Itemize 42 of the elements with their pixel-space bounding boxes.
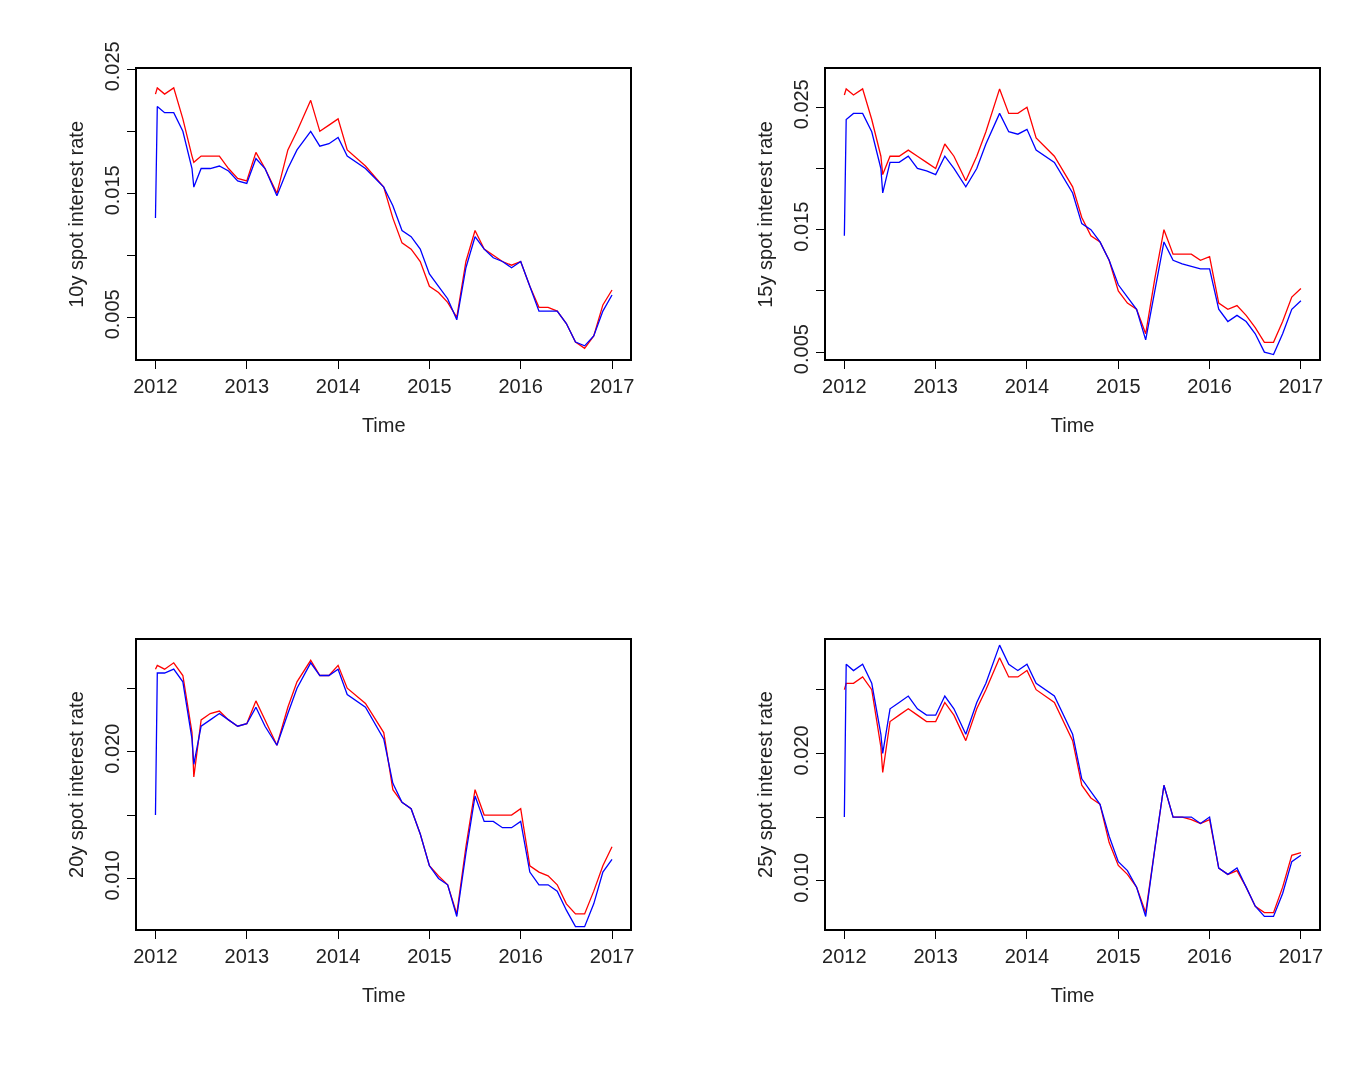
- x-tick-label: 2016: [498, 944, 543, 967]
- x-tick-label: 2012: [822, 375, 867, 398]
- x-tick-label: 2013: [913, 375, 958, 398]
- y-tick-label: 0.005: [790, 324, 813, 375]
- x-tick-label: 2017: [589, 375, 635, 398]
- x-tick-label: 2014: [315, 944, 361, 967]
- x-tick-label: 2013: [913, 944, 958, 967]
- x-axis-title: Time: [1050, 983, 1095, 1006]
- y-axis-title: 15y spot interest rate: [754, 120, 777, 308]
- x-tick-label: 2015: [1096, 944, 1141, 967]
- y-tick-label: 0.025: [101, 41, 124, 92]
- x-tick-label: 2017: [1278, 944, 1324, 967]
- x-tick-label: 2016: [1187, 375, 1232, 398]
- x-tick-label: 2016: [498, 375, 543, 398]
- y-tick-label: 0.015: [790, 201, 813, 252]
- x-tick-label: 2012: [133, 944, 178, 967]
- x-tick-label: 2014: [315, 375, 361, 398]
- y-tick-label: 0.025: [790, 79, 813, 130]
- x-axis-title: Time: [361, 414, 406, 437]
- y-axis-title: 25y spot interest rate: [754, 691, 777, 878]
- y-tick-label: 0.010: [101, 850, 124, 901]
- x-tick-label: 2012: [822, 944, 867, 967]
- x-tick-label: 2015: [1096, 375, 1141, 398]
- x-tick-label: 2016: [1187, 944, 1232, 967]
- x-tick-label: 2014: [1004, 375, 1050, 398]
- x-tick-label: 2012: [133, 375, 178, 398]
- y-axis-title: 10y spot interest rate: [65, 120, 88, 308]
- x-tick-label: 2015: [407, 944, 452, 967]
- x-axis-title: Time: [1050, 414, 1095, 437]
- x-tick-label: 2013: [224, 944, 270, 967]
- y-tick-label: 0.020: [101, 723, 124, 774]
- y-tick-label: 0.015: [101, 165, 124, 216]
- y-tick-label: 0.005: [101, 289, 124, 340]
- y-axis-title: 20y spot interest rate: [65, 691, 88, 878]
- x-tick-label: 2015: [407, 375, 452, 398]
- x-tick-label: 2017: [1278, 375, 1324, 398]
- x-tick-label: 2017: [589, 944, 635, 967]
- x-tick-label: 2014: [1004, 944, 1050, 967]
- x-axis-title: Time: [361, 983, 406, 1006]
- x-tick-label: 2013: [224, 375, 270, 398]
- y-tick-label: 0.020: [790, 725, 813, 776]
- y-tick-label: 0.010: [790, 852, 813, 903]
